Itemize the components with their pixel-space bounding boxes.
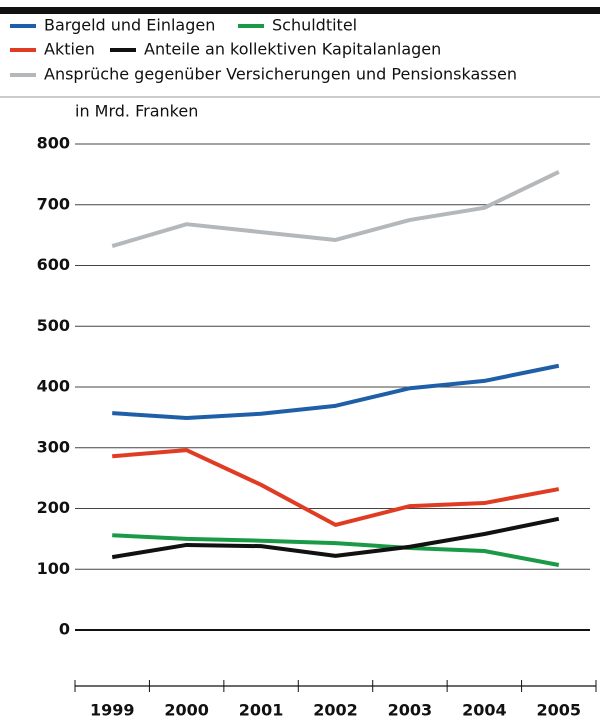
series-line	[111, 170, 560, 248]
y-tick-label: 400	[37, 377, 70, 396]
legend-label: Ansprüche gegenüber Versicherungen und P…	[44, 65, 517, 84]
x-tick-label: 2003	[388, 701, 433, 720]
top-bar	[0, 7, 600, 14]
legend-label: Anteile an kollektiven Kapitalanlagen	[144, 40, 441, 59]
legend-label: Schuldtitel	[272, 16, 357, 35]
y-tick-label: 700	[37, 194, 70, 213]
series-line	[111, 516, 560, 560]
x-tick-label: 2004	[462, 701, 507, 720]
legend-label: Bargeld und Einlagen	[44, 16, 215, 35]
series-line	[112, 533, 560, 567]
y-tick-label: 300	[37, 437, 70, 456]
y-tick-label: 200	[37, 498, 70, 517]
series-line	[112, 363, 560, 420]
y-tick-label: 0	[59, 620, 70, 639]
x-tick-label: 2001	[239, 701, 284, 720]
y-tick-label: 500	[37, 316, 70, 335]
y-axis-label: in Mrd. Franken	[75, 102, 198, 121]
y-tick-label: 600	[37, 255, 70, 274]
x-tick-label: 2002	[313, 701, 358, 720]
y-tick-label: 800	[37, 134, 70, 153]
x-tick-label: 2005	[537, 701, 582, 720]
x-tick-label: 2000	[164, 701, 209, 720]
y-tick-label: 100	[37, 559, 70, 578]
x-tick-label: 1999	[90, 701, 135, 720]
legend-label: Aktien	[44, 40, 95, 59]
series-line	[112, 448, 560, 527]
